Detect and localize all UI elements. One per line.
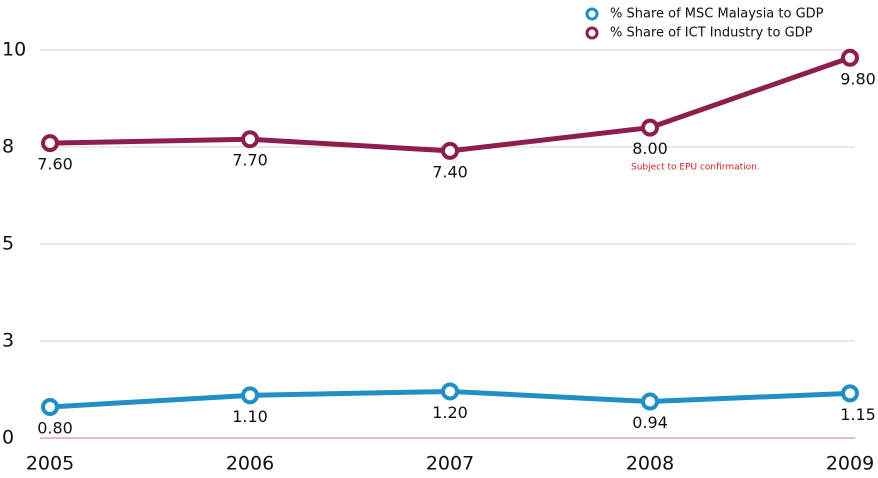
data-label: 1.20 — [432, 403, 468, 422]
data-label: 0.80 — [37, 418, 73, 437]
y-tick-label: 8 — [2, 136, 14, 158]
marker — [841, 384, 859, 403]
legend-label: % Share of ICT Industry to GDP — [610, 26, 813, 41]
data-label: 0.94 — [632, 413, 668, 432]
y-tick-label: 10 — [2, 39, 26, 61]
marker — [641, 118, 659, 137]
marker — [241, 130, 259, 149]
data-label: 8.00 — [632, 139, 668, 158]
x-tick-label: 2005 — [26, 453, 74, 475]
marker — [241, 386, 259, 405]
legend-marker — [585, 26, 599, 40]
marker — [841, 48, 859, 67]
x-tick-label: 2007 — [426, 453, 474, 475]
y-tick-label: 5 — [2, 233, 14, 255]
marker — [441, 382, 459, 401]
y-tick-label: 3 — [2, 330, 14, 352]
legend-marker — [585, 7, 599, 21]
marker — [441, 141, 459, 160]
series-line — [49, 55, 851, 154]
marker — [41, 397, 59, 416]
marker — [41, 134, 59, 153]
x-tick-label: 2009 — [826, 453, 874, 475]
legend-label: % Share of MSC Malaysia to GDP — [610, 7, 824, 22]
x-tick-label: 2008 — [626, 453, 674, 475]
data-label: 1.15 — [840, 405, 876, 424]
annotation: Subject to EPU confirmation. — [631, 163, 760, 173]
data-label: 7.40 — [432, 162, 468, 181]
data-label: 7.70 — [232, 151, 268, 170]
marker — [641, 392, 659, 411]
x-tick-label: 2006 — [226, 453, 274, 475]
data-label: 9.80 — [840, 69, 876, 88]
data-label: 7.60 — [37, 155, 73, 174]
y-tick-label: 0 — [2, 427, 14, 449]
data-label: 1.10 — [232, 407, 268, 426]
